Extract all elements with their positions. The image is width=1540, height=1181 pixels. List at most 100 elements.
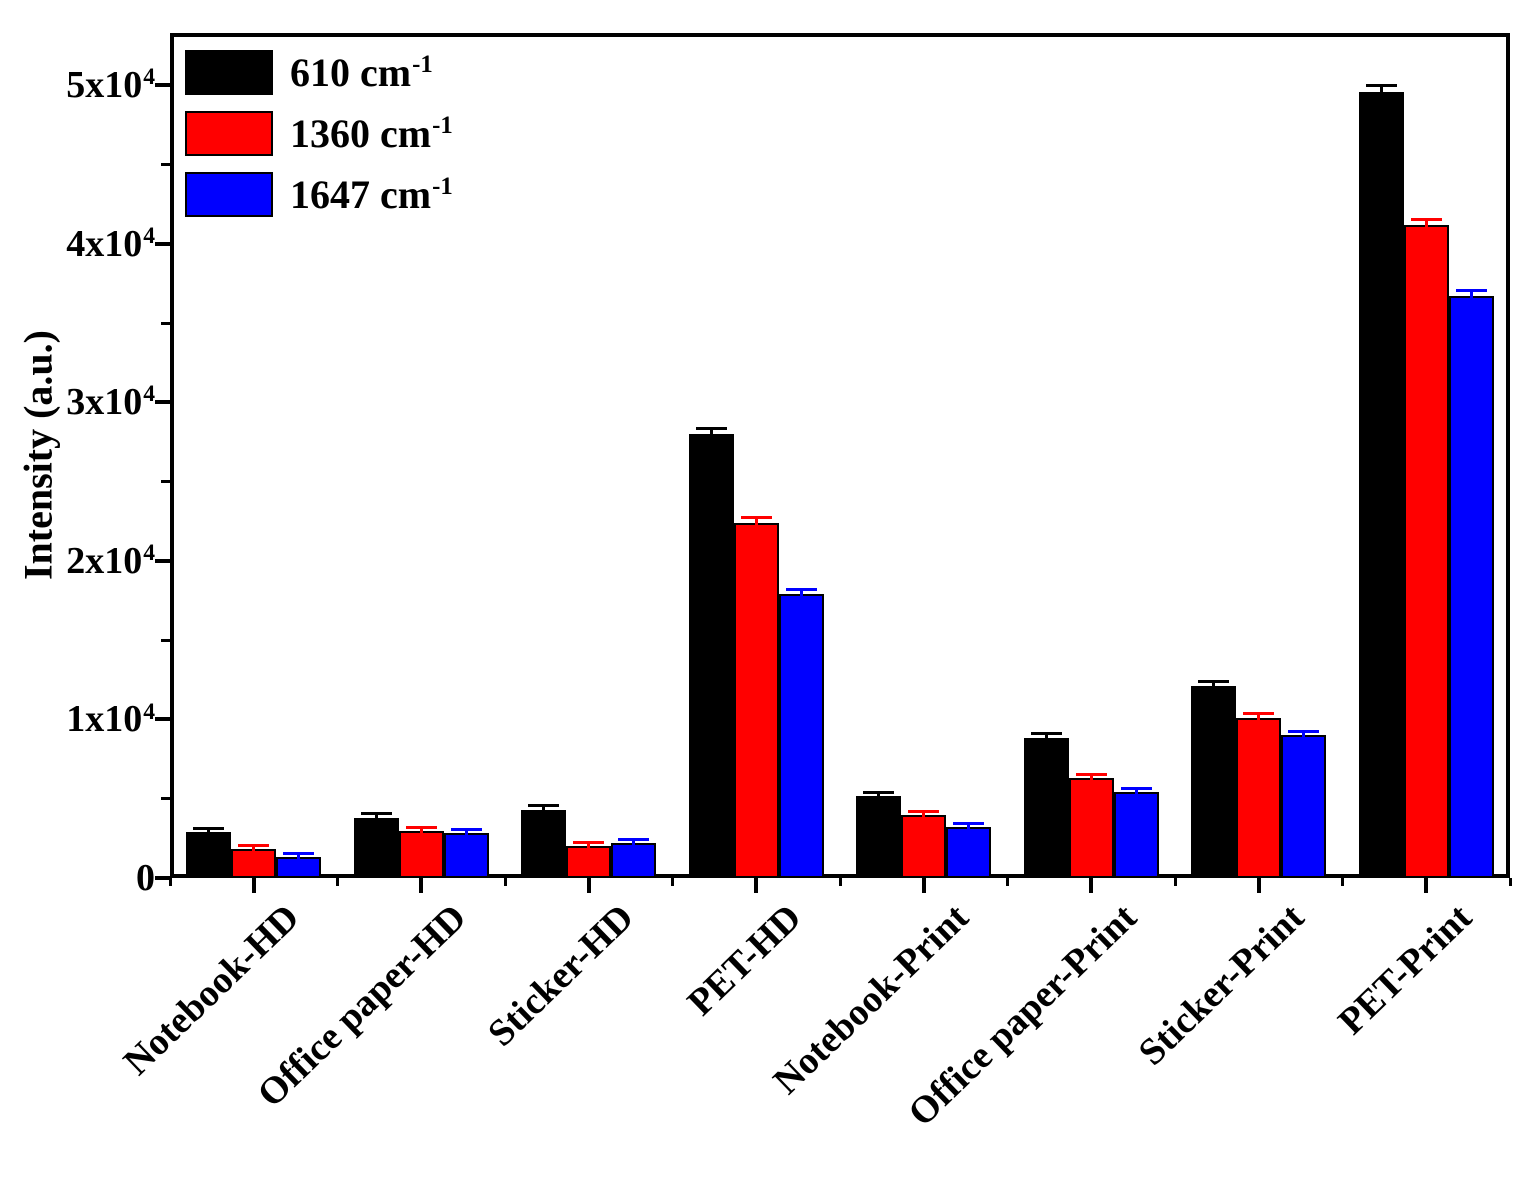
- y-axis-minor-tick: [161, 163, 170, 167]
- y-axis-tick-label: 0: [136, 857, 155, 899]
- error-bar-whisker: [877, 793, 881, 801]
- bar-notebook-hd-1360-cm-1: [231, 849, 277, 878]
- bar-pet-hd-1360-cm-1: [733, 522, 779, 878]
- superscript: 4: [143, 381, 155, 408]
- error-bar-cap: [193, 826, 225, 830]
- superscript: -1: [432, 173, 453, 201]
- error-bar-whisker: [1257, 714, 1261, 722]
- bar-sticker-hd-1360-cm-1: [566, 846, 612, 878]
- error-bar-cap: [908, 810, 940, 813]
- superscript: -1: [412, 51, 433, 79]
- bar-notebook-print-1360-cm-1: [901, 815, 947, 878]
- y-axis-tick-label: 3x104: [66, 381, 155, 424]
- bar-office-paper-hd-610-cm-1: [353, 817, 399, 878]
- error-bar-cap: [953, 822, 985, 826]
- error-bar-whisker: [1212, 683, 1216, 691]
- bar-sticker-print-610-cm-1: [1191, 686, 1237, 878]
- legend-swatch-1647-cm-1: [185, 172, 273, 217]
- bar-notebook-print-1647-cm-1: [946, 827, 992, 878]
- y-axis-tick-label: 4x104: [66, 222, 155, 265]
- error-bar-whisker: [207, 829, 211, 837]
- y-axis-tick-label: 5x104: [66, 64, 155, 107]
- error-bar-cap: [740, 515, 772, 519]
- y-axis-minor-tick: [161, 797, 170, 801]
- x-axis-minor-tick: [671, 878, 674, 886]
- error-bar-cap: [618, 838, 650, 842]
- error-bar-cap: [573, 841, 605, 845]
- x-axis-major-tick: [251, 878, 256, 893]
- error-bar-cap: [360, 812, 392, 816]
- y-axis-tick-label: 2x104: [66, 539, 155, 582]
- error-bar-whisker: [709, 430, 713, 439]
- y-axis-tick-label: 1x104: [66, 698, 155, 741]
- bar-notebook-print-610-cm-1: [856, 796, 902, 878]
- x-axis-minor-tick: [1173, 878, 1177, 886]
- bar-sticker-print-1647-cm-1: [1281, 735, 1327, 878]
- error-bar-whisker: [297, 854, 301, 861]
- error-bar-whisker: [464, 830, 468, 837]
- error-bar-whisker: [1134, 790, 1138, 797]
- error-bar-whisker: [754, 518, 758, 527]
- bar-pet-print-1360-cm-1: [1403, 224, 1449, 878]
- error-bar-whisker: [587, 844, 591, 851]
- x-axis-category-label: PET-HD: [679, 896, 810, 1024]
- error-bar-whisker: [252, 847, 256, 854]
- legend-label-610-cm-1: 610 cm-1: [290, 50, 433, 95]
- x-axis-major-tick: [1424, 878, 1429, 893]
- error-bar-cap: [785, 588, 817, 592]
- x-axis-category-label: Notebook-HD: [115, 896, 308, 1084]
- x-axis-minor-tick: [503, 878, 507, 886]
- x-axis-category-label: PET-Print: [1330, 896, 1480, 1043]
- x-axis-major-tick: [1256, 878, 1261, 893]
- bar-office-paper-print-1360-cm-1: [1068, 778, 1114, 878]
- error-bar-cap: [1365, 83, 1397, 87]
- error-bar-cap: [1243, 711, 1275, 715]
- error-bar-whisker: [1379, 86, 1383, 96]
- error-bar-cap: [405, 825, 437, 829]
- error-bar-whisker: [1089, 775, 1093, 783]
- bar-notebook-hd-610-cm-1: [186, 832, 232, 878]
- legend-swatch-610-cm-1: [185, 50, 273, 95]
- x-axis-category-label: Sticker-HD: [480, 896, 643, 1055]
- bar-pet-hd-610-cm-1: [688, 434, 734, 878]
- error-bar-whisker: [1424, 220, 1428, 229]
- error-bar-whisker: [419, 828, 423, 836]
- error-bar-whisker: [1302, 732, 1306, 740]
- error-bar-whisker: [922, 813, 926, 820]
- error-bar-whisker: [967, 825, 971, 832]
- bar-pet-hd-1647-cm-1: [778, 594, 824, 878]
- bar-office-paper-print-610-cm-1: [1023, 737, 1069, 878]
- error-bar-cap: [1030, 731, 1062, 735]
- superscript: -1: [432, 112, 453, 140]
- legend-label-1360-cm-1: 1360 cm-1: [290, 111, 453, 156]
- error-bar-whisker: [1044, 734, 1048, 742]
- y-axis-major-tick: [155, 876, 170, 880]
- error-bar-whisker: [799, 591, 803, 599]
- error-bar-cap: [283, 851, 315, 855]
- error-bar-cap: [238, 844, 270, 848]
- y-axis-minor-tick: [161, 480, 170, 484]
- legend-label-1647-cm-1: 1647 cm-1: [290, 172, 453, 217]
- x-axis-minor-tick: [1006, 878, 1009, 886]
- superscript: 4: [143, 222, 155, 249]
- y-axis-major-tick: [155, 558, 170, 563]
- x-axis-minor-tick: [1508, 878, 1512, 886]
- error-bar-cap: [695, 427, 727, 431]
- x-axis-minor-tick: [1341, 878, 1344, 886]
- legend-swatch-1360-cm-1: [185, 111, 273, 156]
- error-bar-cap: [528, 804, 560, 808]
- error-bar-whisker: [632, 841, 636, 848]
- x-axis-major-tick: [921, 878, 926, 893]
- error-bar-whisker: [542, 807, 546, 814]
- y-axis-major-tick: [155, 717, 170, 722]
- bar-sticker-print-1360-cm-1: [1236, 717, 1282, 878]
- error-bar-cap: [1288, 729, 1320, 733]
- x-axis-major-tick: [586, 878, 591, 893]
- error-bar-cap: [1455, 289, 1487, 293]
- y-axis-minor-tick: [161, 321, 170, 325]
- error-bar-cap: [450, 827, 482, 831]
- x-axis-minor-tick: [336, 878, 339, 886]
- superscript: 4: [143, 64, 155, 91]
- bar-pet-print-610-cm-1: [1358, 91, 1404, 878]
- y-axis-minor-tick: [161, 638, 170, 642]
